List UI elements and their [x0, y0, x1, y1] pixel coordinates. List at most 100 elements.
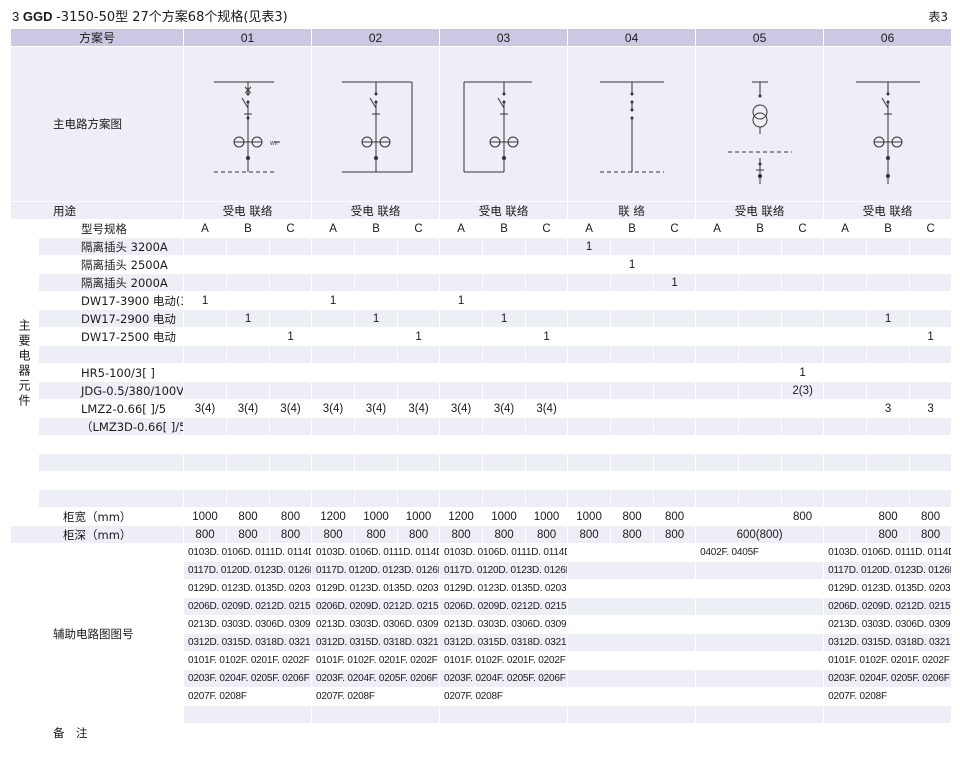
component-qty	[567, 345, 612, 364]
component-qty: 3	[866, 399, 911, 418]
component-name: （LMZ3D-0.66[ ]/5）	[37, 417, 185, 436]
depth-label: 柜深（mm）	[9, 525, 185, 544]
width-cell: 800	[866, 507, 911, 526]
component-qty	[354, 489, 399, 508]
note-cell	[439, 723, 569, 742]
aux-line: 0207F. 0208F	[311, 687, 441, 706]
diagram-02	[311, 46, 441, 202]
component-row: （LMZ3D-0.66[ ]/5）	[11, 417, 953, 436]
header-row: 方案号 01 02 03 04 05 06	[9, 28, 953, 47]
aux-line: 0312D. 0315D. 0318D. 0321D	[183, 633, 313, 652]
aux-row: 0117D. 0120D. 0123D. 0126D 0117D. 0120D. …	[11, 561, 953, 580]
component-qty	[866, 453, 911, 472]
depth-cell: 800	[610, 525, 655, 544]
width-cell: 1000	[397, 507, 441, 526]
aux-line	[567, 633, 697, 652]
depth-cell: 800	[567, 525, 612, 544]
usage-cell: 受电 联络	[311, 201, 441, 220]
component-qty	[354, 345, 399, 364]
component-qty	[781, 273, 825, 292]
component-qty	[738, 381, 783, 400]
circuit-diagram-02	[342, 81, 413, 172]
width-cell: 1200	[439, 507, 484, 526]
depth-cell: 800	[226, 525, 271, 544]
abc-cell: A	[695, 219, 740, 238]
component-qty	[653, 435, 697, 454]
component-qty	[695, 345, 740, 364]
scheme-02: 02	[311, 28, 441, 47]
scheme-06: 06	[823, 28, 953, 47]
usage-cell: 受电 联络	[183, 201, 313, 220]
component-qty	[610, 327, 655, 346]
component-qty	[653, 237, 697, 256]
component-qty: 3(4)	[354, 399, 399, 418]
component-qty	[738, 363, 783, 382]
width-cell: 800	[653, 507, 697, 526]
component-qty	[482, 327, 527, 346]
scheme-05: 05	[695, 28, 825, 47]
component-qty: 3(4)	[269, 399, 313, 418]
component-qty	[738, 309, 783, 328]
component-qty	[866, 471, 911, 490]
component-qty	[567, 363, 612, 382]
component-qty	[269, 417, 313, 436]
circuit-diagram-05	[728, 81, 793, 184]
component-qty	[738, 435, 783, 454]
aux-line	[823, 705, 953, 724]
scheme-04: 04	[567, 28, 697, 47]
component-qty	[695, 363, 740, 382]
component-qty	[397, 255, 441, 274]
component-qty: 1	[397, 327, 441, 346]
component-qty	[439, 273, 484, 292]
component-qty	[610, 381, 655, 400]
component-qty	[397, 273, 441, 292]
abc-cell: B	[354, 219, 399, 238]
component-qty	[823, 309, 868, 328]
component-qty	[695, 255, 740, 274]
component-qty	[311, 273, 356, 292]
aux-line: 0117D. 0120D. 0123D. 0126D	[823, 561, 953, 580]
diagram-03	[439, 46, 569, 202]
component-name: 隔离插头 2500A	[37, 255, 185, 274]
component-qty	[567, 381, 612, 400]
width-cell: 800	[781, 507, 825, 526]
component-qty	[695, 273, 740, 292]
component-qty	[269, 309, 313, 328]
component-qty	[482, 489, 527, 508]
abc-cell: C	[525, 219, 569, 238]
component-row	[11, 453, 953, 472]
component-qty	[866, 363, 911, 382]
width-cell: 800	[226, 507, 271, 526]
component-qty: 3(4)	[183, 399, 228, 418]
aux-line: 0203F. 0204F. 0205F. 0206F	[439, 669, 569, 688]
component-qty	[354, 453, 399, 472]
aux-line: 0117D. 0120D. 0123D. 0126D	[439, 561, 569, 580]
width-cell: 1200	[311, 507, 356, 526]
component-qty	[269, 291, 313, 310]
aux-line: 0101F. 0102F. 0201F. 0202F	[823, 651, 953, 670]
component-qty: 3(4)	[397, 399, 441, 418]
component-qty	[909, 237, 953, 256]
component-row: DW17-2500 电动 1 1 1 1	[11, 327, 953, 346]
component-qty	[226, 417, 271, 436]
aux-row: 0101F. 0102F. 0201F. 0202F 0101F. 0102F. …	[11, 651, 953, 670]
component-qty: 1	[311, 291, 356, 310]
component-qty: 1	[439, 291, 484, 310]
aux-line: 0213D. 0303D. 0306D. 0309D	[823, 615, 953, 634]
component-qty	[439, 381, 484, 400]
component-qty	[738, 255, 783, 274]
component-qty	[823, 381, 868, 400]
component-qty	[269, 363, 313, 382]
component-qty	[397, 381, 441, 400]
component-qty: 1	[183, 291, 228, 310]
component-qty: 1	[653, 273, 697, 292]
component-qty	[311, 435, 356, 454]
component-qty	[567, 273, 612, 292]
component-qty	[183, 435, 228, 454]
component-qty	[311, 489, 356, 508]
aux-line	[695, 669, 825, 688]
component-qty	[610, 489, 655, 508]
component-qty	[909, 273, 953, 292]
abc-cell: B	[866, 219, 911, 238]
component-qty	[781, 417, 825, 436]
